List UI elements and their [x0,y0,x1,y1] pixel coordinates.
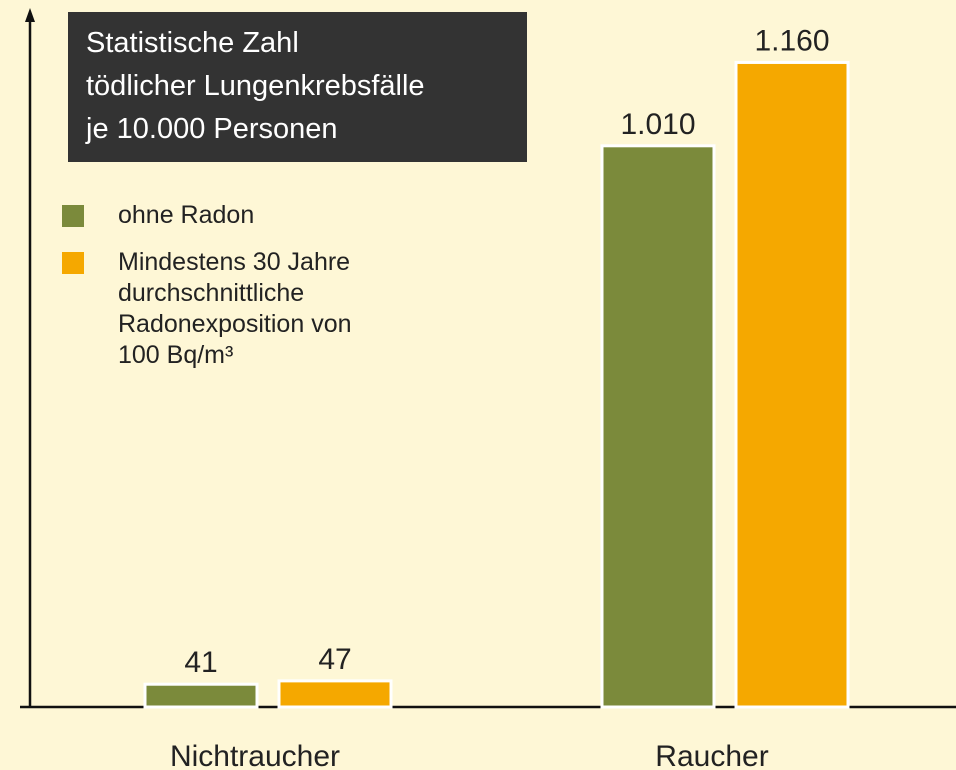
bar [277,679,393,709]
legend-entry: ohne Radon [62,201,352,231]
value-label: 1.160 [754,24,829,57]
bar [734,60,850,709]
bar [600,144,716,709]
value-label: 41 [184,646,217,679]
legend-swatch [62,252,84,274]
legend-entry: Mindestens 30 Jahre durchschnittliche Ra… [62,248,352,371]
bar [143,682,259,709]
x-tick-label: Raucher [655,740,768,770]
chart-title: Statistische Zahl tödlicher Lungenkrebsf… [68,12,527,162]
x-tick-label: Nichtraucher [170,740,340,770]
legend: ohne Radon Mindestens 30 Jahre durchschni… [62,201,352,391]
value-label: 1.010 [620,108,695,141]
value-label: 47 [318,643,351,676]
legend-swatch [62,205,84,227]
legend-label: Mindestens 30 Jahre durchschnittliche Ra… [118,248,352,369]
y-axis-arrow [25,8,35,22]
legend-label: ohne Radon [118,201,255,229]
